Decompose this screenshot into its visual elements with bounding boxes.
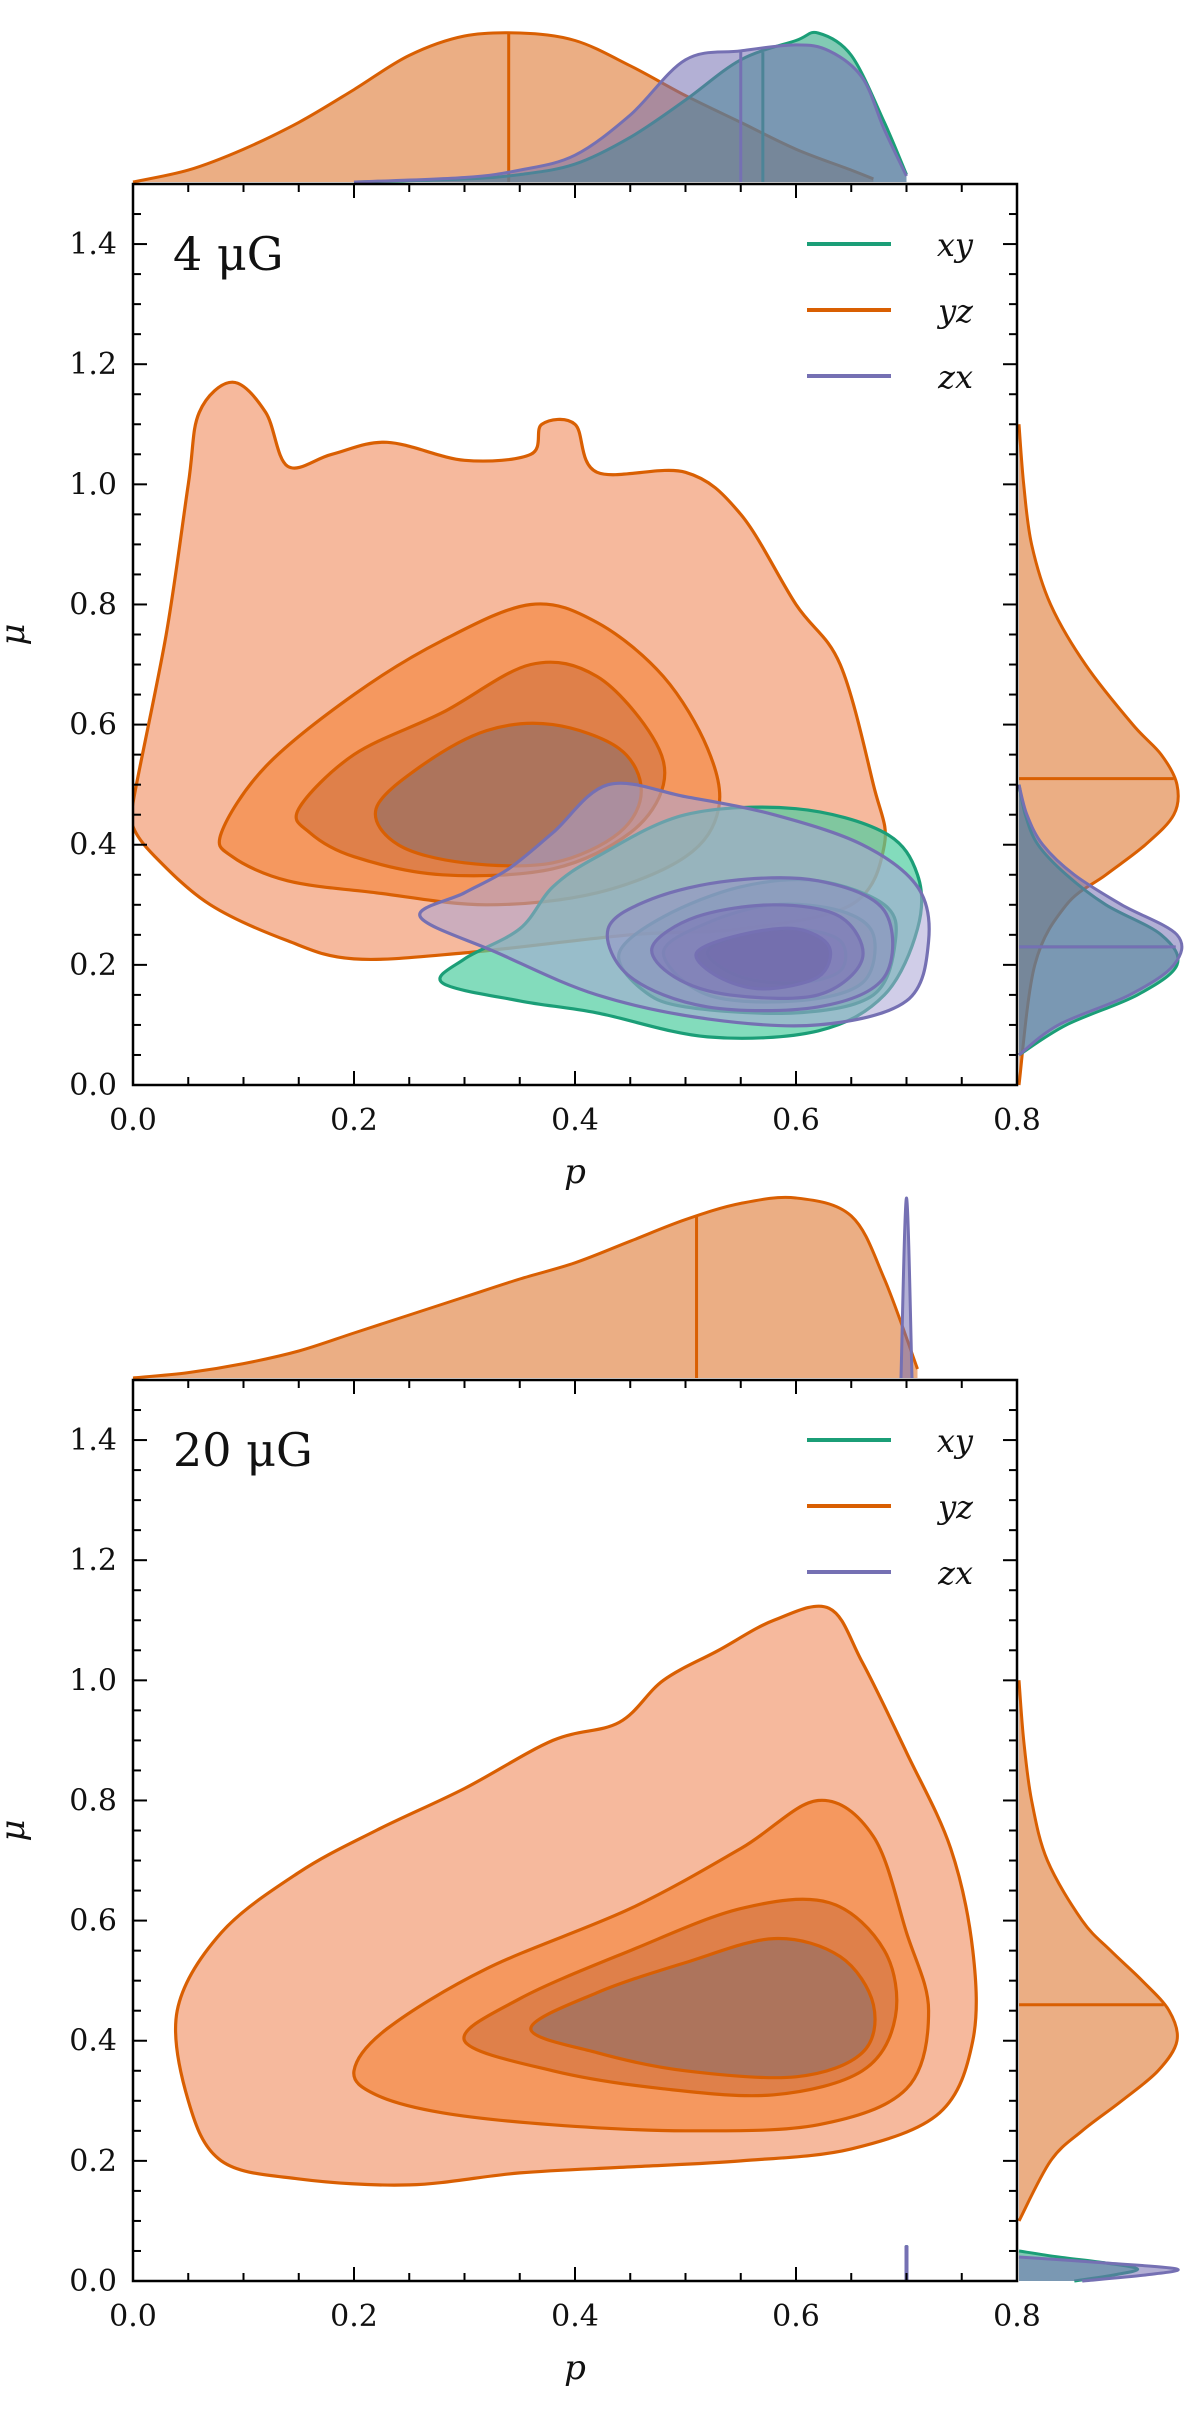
panel-title: 4 μG <box>173 227 284 281</box>
marginal-x-curve-zx <box>353 43 908 184</box>
ticks <box>132 183 1018 1086</box>
legend: xy yz zx <box>807 226 974 396</box>
marginal-y <box>1017 424 1184 1086</box>
contour-zx-core <box>694 926 833 991</box>
legend-label-yz: yz <box>936 1488 974 1526</box>
panel-2: 0.0 0.2 0.4 0.6 0.8 0.0 0.2 0.4 0.6 0.8 1.0 1.2 1.4 p… <box>0 1195 1180 2388</box>
x-tick-label: 0.4 <box>551 1103 599 1138</box>
marginal-x <box>132 1195 919 1380</box>
y-tick-label: 0.6 <box>69 708 117 743</box>
y-tick-label: 1.0 <box>69 1663 117 1698</box>
marginal-x-area-yz <box>133 1197 918 1378</box>
x-axis-label: p <box>564 2348 586 2388</box>
marginal-y-area-yz <box>1019 424 1179 1085</box>
x-tick-label: 0.2 <box>330 2299 378 2334</box>
x-axis-label: p <box>564 1152 586 1192</box>
y-tick-label: 0.6 <box>69 1904 117 1939</box>
marginal-y-curve-zx <box>1017 784 1184 1057</box>
contour-layer <box>133 380 931 1040</box>
y-tick-label: 0.8 <box>69 587 117 622</box>
marginal-y-area-yz <box>1019 1680 1178 2221</box>
y-tick-label: 1.2 <box>69 1543 117 1578</box>
legend-label-xy: xy <box>937 226 974 264</box>
y-tick-label: 0.0 <box>69 2264 117 2299</box>
y-tick-label: 0.4 <box>69 828 117 863</box>
x-tick-label: 0.4 <box>551 2299 599 2334</box>
x-tick-label: 0.6 <box>772 1103 820 1138</box>
panel-1: 0.0 0.2 0.4 0.6 0.8 0.0 0.2 0.4 0.6 0.8 1.0 1.2 1.4 p… <box>0 30 1184 1192</box>
contour-layer <box>173 1604 978 2281</box>
y-tick-label: 1.2 <box>69 347 117 382</box>
marginal-y <box>1017 1680 1180 2283</box>
y-axis-label: μ <box>0 623 33 645</box>
x-tick-label: 0.0 <box>109 2299 157 2334</box>
contour-yz-core <box>529 1936 877 2080</box>
x-tick-label: 0.8 <box>993 2299 1041 2334</box>
x-tick-label: 0.2 <box>330 1103 378 1138</box>
y-tick-label: 1.0 <box>69 467 117 502</box>
y-tick-label: 0.4 <box>69 2024 117 2059</box>
x-tick-label: 0.8 <box>993 1103 1041 1138</box>
y-tick-label: 0.2 <box>69 948 117 983</box>
x-tick-label: 0.0 <box>109 1103 157 1138</box>
y-tick-label: 0.0 <box>69 1068 117 1103</box>
legend-label-zx: zx <box>937 358 973 396</box>
panel-title: 20 μG <box>173 1423 313 1477</box>
y-axis-label: μ <box>0 1819 33 1841</box>
y-tick-label: 0.8 <box>69 1783 117 1818</box>
marginal-x-area-zx <box>901 1198 912 1378</box>
x-tick-label: 0.6 <box>772 2299 820 2334</box>
ticks <box>132 1379 1018 2282</box>
marginal-x-curve-zx <box>899 1196 914 1379</box>
y-tick-label: 1.4 <box>69 1423 117 1458</box>
y-tick-label: 1.4 <box>69 227 117 262</box>
marginal-x <box>132 30 908 184</box>
legend: xy yz zx <box>807 1422 974 1592</box>
legend-label-yz: yz <box>936 292 974 330</box>
marginal-x-area-zx <box>354 44 907 183</box>
marginal-y-curve-yz <box>1017 1680 1179 2222</box>
legend-label-zx: zx <box>937 1554 973 1592</box>
marginal-x-curve-yz <box>132 1195 919 1380</box>
legend-label-xy: xy <box>937 1422 974 1460</box>
marginal-y-curve-zx <box>1018 2255 1180 2283</box>
y-tick-label: 0.2 <box>69 2144 117 2179</box>
